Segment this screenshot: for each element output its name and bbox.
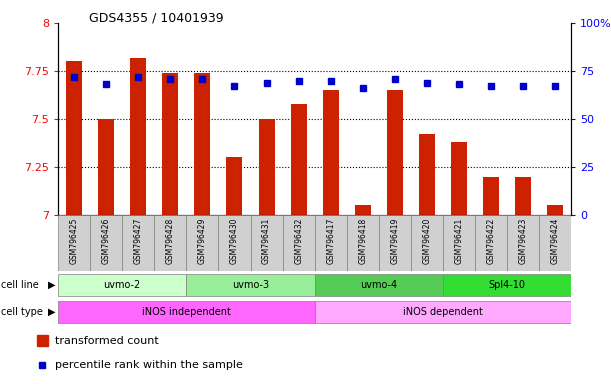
Bar <box>355 205 371 215</box>
FancyBboxPatch shape <box>443 274 571 296</box>
Bar <box>98 119 114 215</box>
Bar <box>194 73 210 215</box>
Bar <box>130 58 146 215</box>
Text: GSM796421: GSM796421 <box>455 218 464 264</box>
Text: GSM796423: GSM796423 <box>519 218 528 264</box>
Text: GSM796427: GSM796427 <box>134 218 143 264</box>
Text: uvmo-4: uvmo-4 <box>360 280 397 290</box>
Text: ▶: ▶ <box>48 280 55 290</box>
FancyBboxPatch shape <box>443 215 475 271</box>
Text: GSM796432: GSM796432 <box>294 218 303 264</box>
FancyBboxPatch shape <box>122 215 155 271</box>
FancyBboxPatch shape <box>186 274 315 296</box>
Bar <box>451 142 467 215</box>
Text: GSM796425: GSM796425 <box>70 218 79 264</box>
Bar <box>323 90 338 215</box>
FancyBboxPatch shape <box>347 215 379 271</box>
Bar <box>258 119 274 215</box>
FancyBboxPatch shape <box>315 274 443 296</box>
FancyBboxPatch shape <box>58 215 90 271</box>
FancyBboxPatch shape <box>315 301 571 323</box>
Bar <box>66 61 82 215</box>
FancyBboxPatch shape <box>540 215 571 271</box>
Text: uvmo-3: uvmo-3 <box>232 280 269 290</box>
Bar <box>163 73 178 215</box>
Text: GSM796431: GSM796431 <box>262 218 271 264</box>
Text: ▶: ▶ <box>48 307 55 317</box>
Bar <box>515 177 531 215</box>
FancyBboxPatch shape <box>186 215 219 271</box>
FancyBboxPatch shape <box>90 215 122 271</box>
Bar <box>483 177 499 215</box>
Text: GSM796429: GSM796429 <box>198 218 207 264</box>
Text: GSM796428: GSM796428 <box>166 218 175 264</box>
FancyBboxPatch shape <box>283 215 315 271</box>
FancyBboxPatch shape <box>379 215 411 271</box>
FancyBboxPatch shape <box>219 215 251 271</box>
Text: iNOS independent: iNOS independent <box>142 307 231 317</box>
FancyBboxPatch shape <box>315 215 347 271</box>
FancyBboxPatch shape <box>58 301 315 323</box>
Bar <box>227 157 243 215</box>
Text: cell type: cell type <box>1 307 43 317</box>
Bar <box>291 104 307 215</box>
Text: transformed count: transformed count <box>55 336 159 346</box>
Text: GSM796422: GSM796422 <box>486 218 496 264</box>
Text: GSM796418: GSM796418 <box>358 218 367 264</box>
Bar <box>547 205 563 215</box>
Text: GSM796424: GSM796424 <box>551 218 560 264</box>
Text: GDS4355 / 10401939: GDS4355 / 10401939 <box>89 12 223 25</box>
FancyBboxPatch shape <box>411 215 443 271</box>
Text: cell line: cell line <box>1 280 39 290</box>
Bar <box>37 335 48 346</box>
FancyBboxPatch shape <box>155 215 186 271</box>
Bar <box>387 90 403 215</box>
FancyBboxPatch shape <box>507 215 540 271</box>
Text: GSM796430: GSM796430 <box>230 218 239 264</box>
Text: uvmo-2: uvmo-2 <box>104 280 141 290</box>
Text: GSM796417: GSM796417 <box>326 218 335 264</box>
Text: Spl4-10: Spl4-10 <box>489 280 525 290</box>
Text: GSM796426: GSM796426 <box>101 218 111 264</box>
Text: GSM796419: GSM796419 <box>390 218 400 264</box>
Text: percentile rank within the sample: percentile rank within the sample <box>55 360 243 370</box>
Text: GSM796420: GSM796420 <box>422 218 431 264</box>
Text: iNOS dependent: iNOS dependent <box>403 307 483 317</box>
FancyBboxPatch shape <box>58 274 186 296</box>
Bar <box>419 134 435 215</box>
FancyBboxPatch shape <box>251 215 283 271</box>
FancyBboxPatch shape <box>475 215 507 271</box>
